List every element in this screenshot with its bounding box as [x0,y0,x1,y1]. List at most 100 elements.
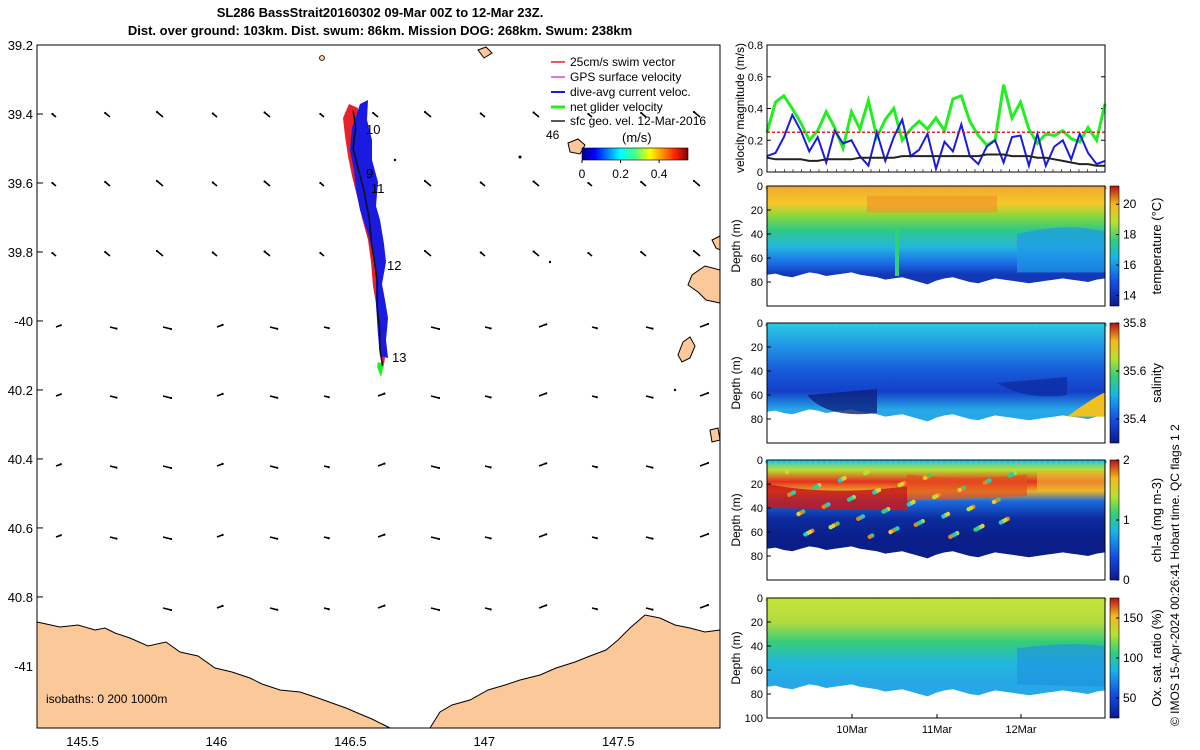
surface-sample [977,186,981,190]
geo-velocity-arrow [51,251,57,257]
velocity-series [765,84,1107,173]
surface-sample [1005,460,1010,464]
geo-velocity-arrow [263,111,271,118]
geo-velocity-arrow [162,607,173,612]
surface-sample [811,598,815,602]
surface-sample [1045,186,1050,190]
surface-sample [965,323,970,327]
depth-ylabel: Depth (m) [730,356,743,409]
surface-sample [914,186,918,190]
legend-item: net glider velocity [570,100,663,114]
surface-sample [805,598,809,602]
map-ytick-label: -40 [14,314,33,329]
depth-tick: 20 [751,342,763,354]
depth-tick: 0 [757,455,763,467]
colorbar-tick: 14 [1123,288,1137,302]
geo-velocity-arrow [155,179,164,187]
depth-tick: 20 [751,205,763,217]
surface-sample [782,598,786,602]
heatmap-oxsat: 20 40 60 80 0 100 Depth (m) 50 100 150 Ox. sat. ra… [730,593,1164,725]
surface-sample [1057,186,1061,190]
surface-sample [799,323,804,327]
geo-velocity-arrow [319,112,325,118]
surface-sample [851,598,855,602]
land-clarke-island [709,427,721,443]
map-legend: 25cm/s swim vector GPS surface velocity … [551,55,706,181]
surface-sample [971,460,975,464]
surface-sample [931,460,935,464]
surface-sample [1074,323,1079,327]
chla-sample [872,490,877,495]
geo-velocity-arrow [699,461,710,467]
chla-sample [913,522,918,527]
geo-velocity-arrow [55,534,62,538]
depth-tick: 20 [751,617,763,629]
chla-sample [948,534,953,539]
map-xtick-label: 146 [206,734,228,749]
geo-velocity-arrow [372,111,379,118]
chla-sample [966,507,971,512]
chla-sample [796,511,801,517]
velocity-series-line [766,112,1106,173]
depth-tick: 100 [745,713,763,725]
surface-sample [1040,323,1044,327]
surface-sample [856,460,861,464]
surface-sample [770,323,775,327]
land-tasmania-west [36,621,391,729]
chla-sample [998,520,1004,525]
chla-sample [812,485,817,490]
chla-sample [932,495,937,500]
depth-tick: 20 [751,479,763,491]
surface-sample [862,460,867,464]
map-ytick-label: 40.6 [8,521,33,536]
surface-sample [1000,598,1004,602]
geo-velocity-arrow [591,326,598,330]
map-ytick-label: -41 [14,659,33,674]
surface-sample [839,186,844,190]
depth-tick: 40 [751,229,763,241]
surface-sample [856,323,861,327]
colorbar-title: Ox. sat. ratio (%) [1149,609,1164,707]
chla-sample [1007,473,1013,478]
surface-sample [937,186,941,190]
surface-sample [982,323,987,327]
surface-sample [1057,598,1061,602]
surface-sample [862,598,867,602]
surface-sample [942,323,947,327]
surface-sample [776,598,781,602]
surface-sample [1080,186,1084,190]
geo-velocity-arrow [323,536,330,540]
surface-sample [1080,598,1084,602]
geo-velocity-arrow [51,112,57,118]
geo-velocity-arrow [532,180,540,187]
surface-sample [799,186,804,190]
depth-tick: 40 [751,503,763,515]
surface-sample [788,186,792,190]
surface-sample [1068,323,1073,327]
geo-velocity-arrow [645,465,654,469]
surface-sample [1068,598,1073,602]
geo-velocity-arrow [109,326,118,330]
geo-velocity-arrow [162,465,173,470]
surface-sample [925,460,930,464]
surface-sample [982,598,987,602]
surface-sample [1045,598,1050,602]
surface-sample [971,323,975,327]
surface-sample [1017,598,1021,602]
surface-sample [1097,598,1102,602]
geo-velocity-arrow [640,250,647,257]
surface-sample [868,323,872,327]
surface-sample [977,598,981,602]
surface-sample [1051,460,1056,464]
surface-sample [1068,186,1073,190]
map-ytick-label: 39.2 [8,38,33,53]
legend-item: dive-avg current veloc. [570,85,691,99]
surface-sample [1063,323,1067,327]
surface-sample [1011,323,1016,327]
surface-sample [965,186,970,190]
surface-sample [788,598,792,602]
depth-tick: 40 [751,366,763,378]
surface-sample [942,186,947,190]
surface-sample [885,598,890,602]
surface-sample [1034,460,1039,464]
